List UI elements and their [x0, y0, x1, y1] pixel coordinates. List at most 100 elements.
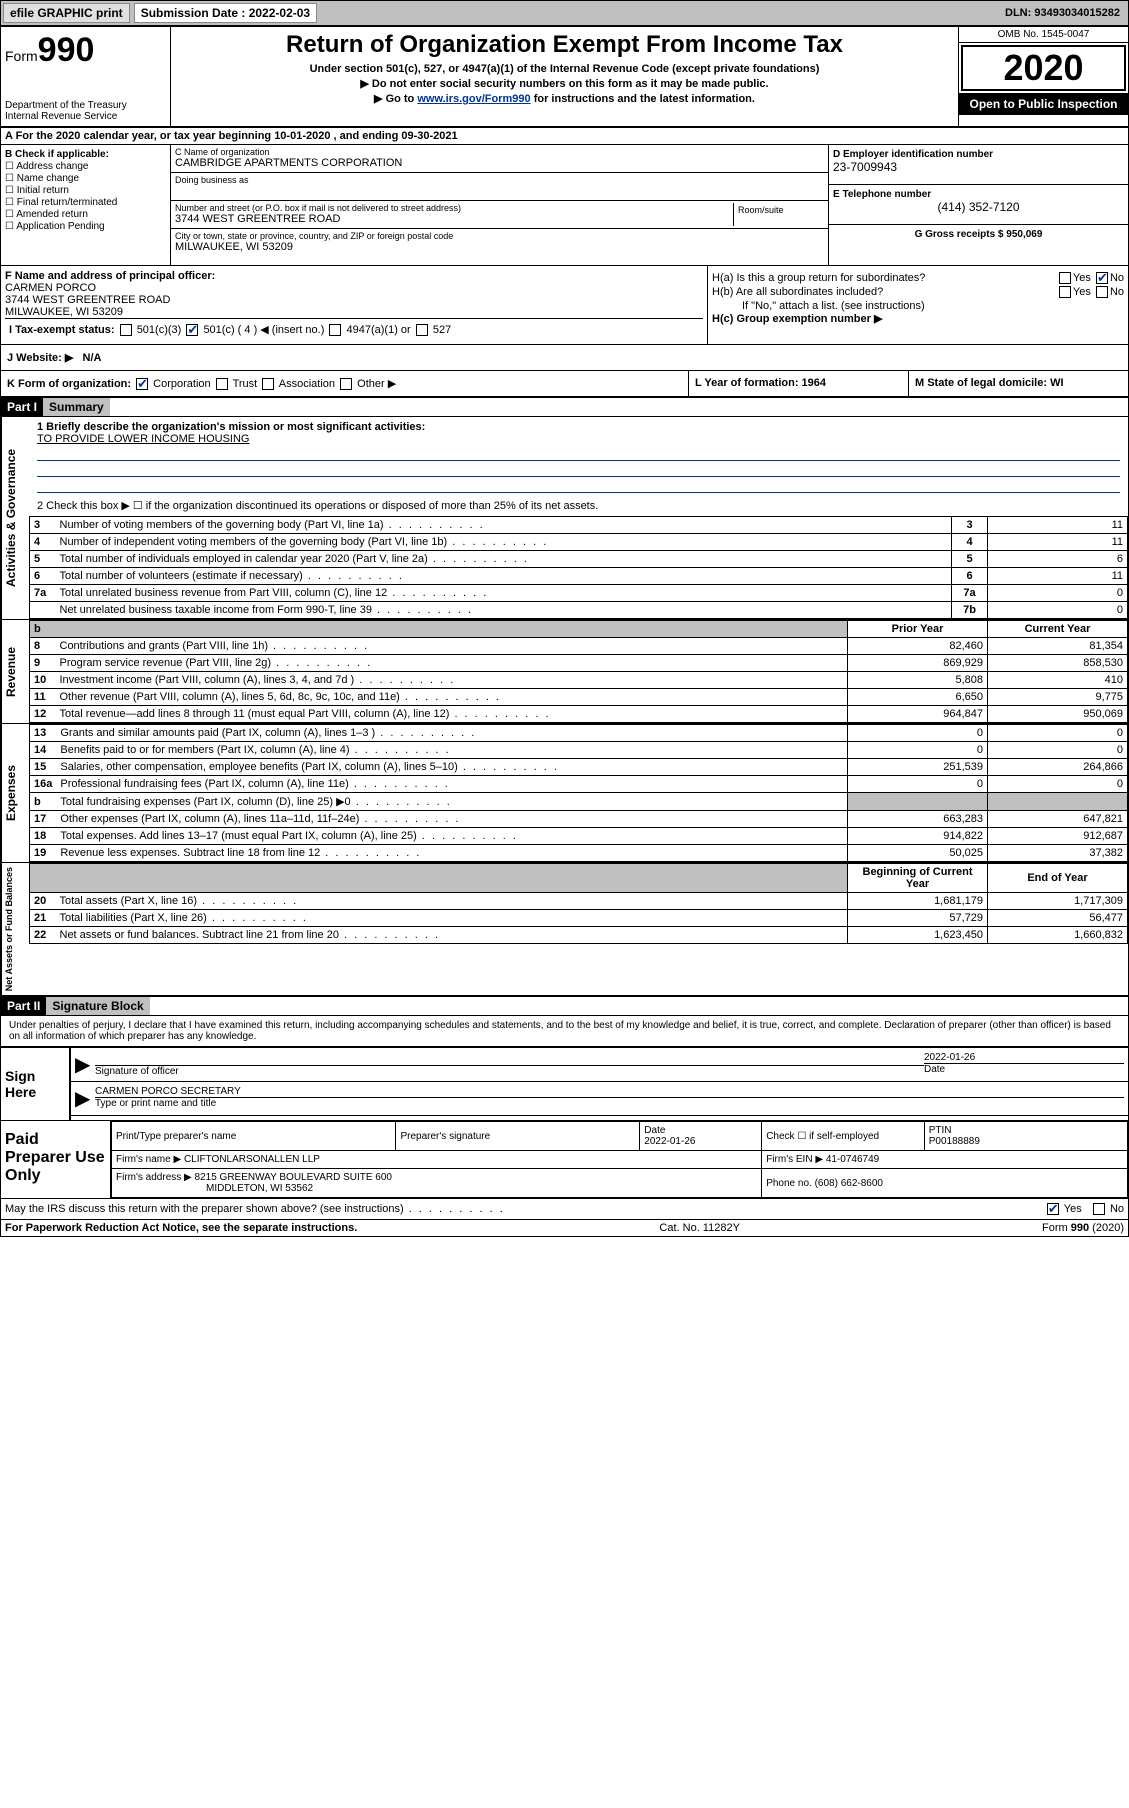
- footer-left: For Paperwork Reduction Act Notice, see …: [5, 1222, 357, 1234]
- cb-501c[interactable]: [186, 324, 198, 336]
- irs-discuss-row: May the IRS discuss this return with the…: [1, 1198, 1128, 1219]
- subtitle-2: ▶ Do not enter social security numbers o…: [175, 77, 954, 90]
- cb-trust[interactable]: [216, 378, 228, 390]
- footer: For Paperwork Reduction Act Notice, see …: [1, 1219, 1128, 1236]
- cb-app-pending[interactable]: ☐ Application Pending: [5, 221, 166, 232]
- col-d-numbers: D Employer identification number 23-7009…: [828, 145, 1128, 265]
- vtab-expenses: Expenses: [1, 724, 29, 862]
- prep-name-label: Print/Type preparer's name: [112, 1122, 396, 1151]
- q1-value: TO PROVIDE LOWER INCOME HOUSING: [37, 433, 1120, 445]
- opt-4947: 4947(a)(1) or: [347, 324, 411, 336]
- sub3-post: for instructions and the latest informat…: [531, 93, 755, 105]
- subtitle-3: ▶ Go to www.irs.gov/Form990 for instruct…: [175, 92, 954, 105]
- addr-value: 3744 WEST GREENTREE ROAD: [175, 213, 733, 225]
- hb-no[interactable]: [1096, 286, 1108, 298]
- ha-no[interactable]: [1096, 272, 1108, 284]
- col-c-org-info: C Name of organization CAMBRIDGE APARTME…: [171, 145, 828, 265]
- j-label: J Website: ▶: [7, 352, 73, 364]
- sig-officer-label: Signature of officer: [95, 1066, 924, 1077]
- sig-date: 2022-01-26: [924, 1052, 1124, 1064]
- f-addr2: MILWAUKEE, WI 53209: [5, 306, 703, 318]
- firm-ein: Firm's EIN ▶ 41-0746749: [762, 1151, 1128, 1169]
- mission-block: 1 Briefly describe the organization's mi…: [29, 417, 1128, 516]
- sig-date-label: Date: [924, 1064, 1124, 1075]
- name-title-label: Type or print name and title: [95, 1098, 1124, 1109]
- firm-name: Firm's name ▶ CLIFTONLARSONALLEN LLP: [112, 1151, 762, 1169]
- sign-here-label: Sign Here: [1, 1048, 71, 1120]
- form-header: Form990 Department of the Treasury Inter…: [1, 27, 1128, 128]
- q1-label: 1 Briefly describe the organization's mi…: [37, 421, 425, 433]
- irs-link[interactable]: www.irs.gov/Form990: [417, 93, 530, 105]
- tax-year: 2020: [961, 45, 1126, 91]
- dept-treasury: Department of the Treasury: [5, 100, 166, 111]
- col-f-officer: F Name and address of principal officer:…: [1, 266, 708, 344]
- dln: DLN: 93493034015282: [1005, 7, 1126, 19]
- section-bcd: B Check if applicable: ☐ Address change …: [1, 145, 1128, 266]
- j-value: N/A: [83, 352, 102, 364]
- cb-corp[interactable]: [136, 378, 148, 390]
- f-label: F Name and address of principal officer:: [5, 270, 703, 282]
- firm-phone: Phone no. (608) 662-8600: [762, 1169, 1128, 1198]
- row-j-website: J Website: ▶ N/A: [1, 345, 1128, 371]
- addr-label: Number and street (or P.O. box if mail i…: [175, 203, 733, 213]
- cb-other[interactable]: [340, 378, 352, 390]
- paid-preparer-block: Paid Preparer Use Only Print/Type prepar…: [1, 1120, 1128, 1198]
- f-addr1: 3744 WEST GREENTREE ROAD: [5, 294, 703, 306]
- opt-527: 527: [433, 324, 451, 336]
- net-table: Beginning of Current YearEnd of Year20To…: [29, 863, 1128, 944]
- ein-value: 23-7009943: [833, 160, 1124, 174]
- paid-prep-label: Paid Preparer Use Only: [1, 1121, 111, 1198]
- part1-hdr: Part I: [1, 398, 43, 416]
- cb-assoc[interactable]: [262, 378, 274, 390]
- dba-label: Doing business as: [175, 175, 824, 185]
- org-name: CAMBRIDGE APARTMENTS CORPORATION: [175, 157, 824, 169]
- hb-label: H(b) Are all subordinates included?: [712, 286, 883, 298]
- subtitle-1: Under section 501(c), 527, or 4947(a)(1)…: [175, 63, 954, 75]
- sign-here-block: Sign Here ▶ Signature of officer 2022-01…: [1, 1046, 1128, 1120]
- discuss-text: May the IRS discuss this return with the…: [5, 1203, 505, 1215]
- vtab-governance: Activities & Governance: [1, 417, 29, 619]
- discuss-no[interactable]: [1093, 1203, 1105, 1215]
- cb-amended[interactable]: ☐ Amended return: [5, 209, 166, 220]
- cb-501c3[interactable]: [120, 324, 132, 336]
- summary-governance: Activities & Governance 1 Briefly descri…: [1, 417, 1128, 619]
- vtab-revenue: Revenue: [1, 620, 29, 723]
- l-year: L Year of formation: 1964: [688, 371, 908, 396]
- part2-hdr: Part II: [1, 997, 46, 1015]
- hc-label: H(c) Group exemption number ▶: [712, 312, 1124, 325]
- suite-label: Room/suite: [734, 203, 824, 226]
- cb-name-change[interactable]: ☐ Name change: [5, 173, 166, 184]
- city-value: MILWAUKEE, WI 53209: [175, 241, 824, 253]
- col-h-group: H(a) Is this a group return for subordin…: [708, 266, 1128, 344]
- exp-table: 13Grants and similar amounts paid (Part …: [29, 724, 1128, 862]
- cb-address-change[interactable]: ☐ Address change: [5, 161, 166, 172]
- gross-receipts: G Gross receipts $ 950,069: [833, 229, 1124, 240]
- ptin: PTINP00188889: [924, 1122, 1127, 1151]
- row-a-tax-year: A For the 2020 calendar year, or tax yea…: [1, 128, 1128, 145]
- summary-net: Net Assets or Fund Balances Beginning of…: [1, 862, 1128, 997]
- part2-title: Signature Block: [46, 997, 149, 1015]
- omb-number: OMB No. 1545-0047: [959, 27, 1128, 43]
- discuss-yes[interactable]: [1047, 1203, 1059, 1215]
- section-fh: F Name and address of principal officer:…: [1, 266, 1128, 345]
- footer-right: Form 990 (2020): [1042, 1222, 1124, 1234]
- rev-table: bPrior YearCurrent Year8Contributions an…: [29, 620, 1128, 723]
- ha-yes[interactable]: [1059, 272, 1071, 284]
- tax-status-row: I Tax-exempt status: 501(c)(3) 501(c) ( …: [5, 318, 703, 340]
- cb-initial-return[interactable]: ☐ Initial return: [5, 185, 166, 196]
- self-employed: Check ☐ if self-employed: [762, 1122, 925, 1151]
- cb-final-return[interactable]: ☐ Final return/terminated: [5, 197, 166, 208]
- tel-label: E Telephone number: [833, 189, 1124, 200]
- irs-label: Internal Revenue Service: [5, 111, 166, 122]
- org-name-label: C Name of organization: [175, 147, 824, 157]
- officer-name: CARMEN PORCO SECRETARY: [95, 1086, 1124, 1098]
- hb-yes[interactable]: [1059, 286, 1071, 298]
- gov-table: 3Number of voting members of the governi…: [29, 516, 1128, 619]
- b-label: B Check if applicable:: [5, 149, 109, 160]
- cb-4947[interactable]: [329, 324, 341, 336]
- cb-527[interactable]: [416, 324, 428, 336]
- prep-date: Date2022-01-26: [640, 1122, 762, 1151]
- opt-501c: 501(c) ( 4 ) ◀ (insert no.): [203, 324, 324, 336]
- efile-button[interactable]: efile GRAPHIC print: [3, 3, 130, 23]
- summary-expenses: Expenses 13Grants and similar amounts pa…: [1, 723, 1128, 862]
